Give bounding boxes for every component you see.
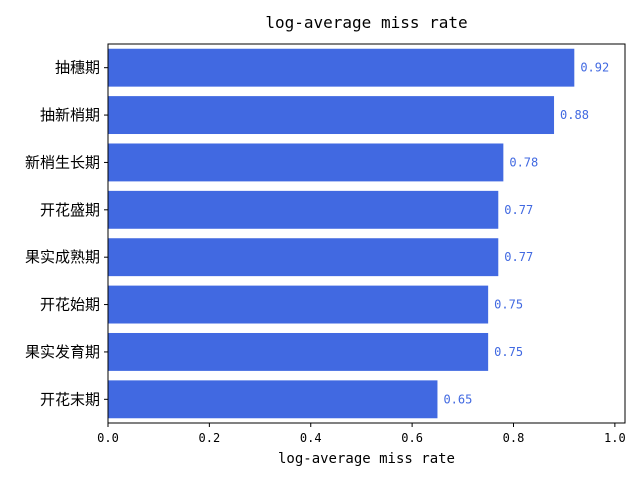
y-tick-label: 开花末期 xyxy=(40,390,100,408)
bar xyxy=(108,143,504,182)
y-tick-label: 开花盛期 xyxy=(40,201,100,219)
y-tick-label: 果实成熟期 xyxy=(25,248,100,266)
y-tick-label: 抽穗期 xyxy=(55,59,100,77)
chart-title: log-average miss rate xyxy=(265,13,467,32)
x-ticks-group: 0.0 0.2 0.4 0.6 0.8 1.0 xyxy=(97,423,626,445)
bar-value-label: 0.88 xyxy=(560,108,589,122)
y-tick-label: 抽新梢期 xyxy=(40,106,100,124)
x-tick-label: 0.2 xyxy=(199,431,221,445)
bar xyxy=(108,48,575,87)
x-tick-label: 0.8 xyxy=(503,431,525,445)
y-tick-label: 新梢生长期 xyxy=(25,153,100,171)
bar xyxy=(108,96,555,135)
x-axis-label: log-average miss rate xyxy=(278,451,455,467)
y-tick-label: 开花始期 xyxy=(40,296,100,314)
bar-value-label: 0.77 xyxy=(504,250,533,264)
bar-value-label: 0.65 xyxy=(443,392,472,406)
data-labels-group: 0.92 0.88 0.78 0.77 0.77 0.75 0.75 0.65 xyxy=(443,61,609,407)
bar-value-label: 0.92 xyxy=(580,61,609,75)
plot-frame xyxy=(107,43,626,424)
x-tick-label: 0.0 xyxy=(97,431,119,445)
x-tick-label: 0.6 xyxy=(401,431,423,445)
y-tick-label: 果实发育期 xyxy=(25,343,100,361)
bar-value-label: 0.75 xyxy=(494,345,523,359)
bars-group xyxy=(108,48,575,419)
x-tick-label: 0.4 xyxy=(300,431,322,445)
bar-value-label: 0.75 xyxy=(494,298,523,312)
bar xyxy=(108,332,489,371)
bar xyxy=(108,190,499,229)
bar xyxy=(108,285,489,324)
bar-value-label: 0.78 xyxy=(509,155,538,169)
bar xyxy=(108,238,499,277)
x-tick-label: 1.0 xyxy=(604,431,626,445)
bar xyxy=(108,380,438,419)
bar-value-label: 0.77 xyxy=(504,203,533,217)
